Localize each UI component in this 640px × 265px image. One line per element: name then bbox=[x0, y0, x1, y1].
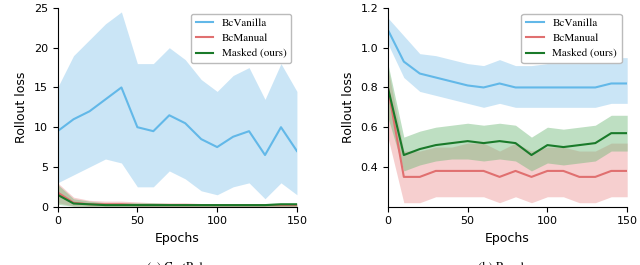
Text: (a) CartPole: (a) CartPole bbox=[147, 262, 208, 265]
X-axis label: Epochs: Epochs bbox=[155, 232, 200, 245]
Y-axis label: Rollout loss: Rollout loss bbox=[342, 72, 355, 143]
Legend: BcVanilla, BcManual, Masked (ours): BcVanilla, BcManual, Masked (ours) bbox=[191, 14, 291, 63]
Y-axis label: Rollout loss: Rollout loss bbox=[15, 72, 28, 143]
Text: (b) Reacher: (b) Reacher bbox=[478, 262, 537, 265]
Legend: BcVanilla, BcManual, Masked (ours): BcVanilla, BcManual, Masked (ours) bbox=[522, 14, 621, 63]
X-axis label: Epochs: Epochs bbox=[485, 232, 530, 245]
